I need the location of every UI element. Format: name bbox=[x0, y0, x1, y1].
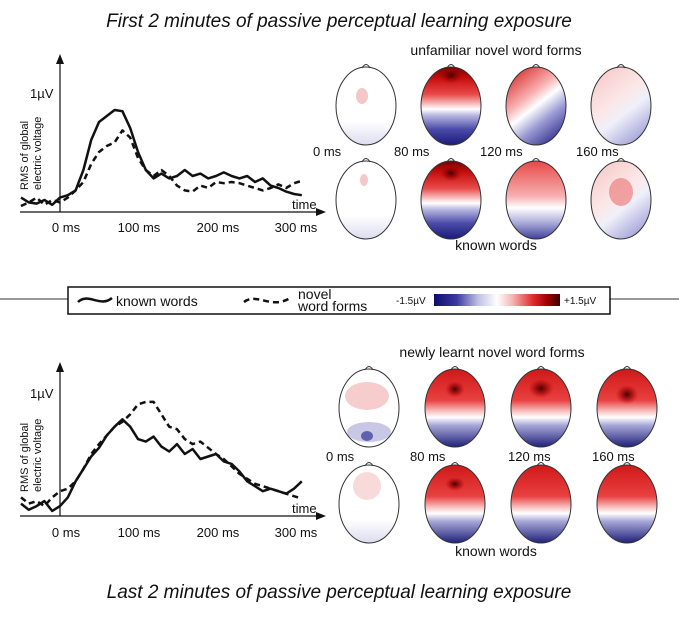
topomap-top-row2-160ms bbox=[590, 158, 652, 240]
x-tick-200: 200 ms bbox=[197, 220, 240, 235]
bottom-time-80: 80 ms bbox=[410, 449, 446, 464]
legend-novel-label-1: novel bbox=[298, 286, 331, 302]
top-line-chart: 1µV RMS of global electric voltage time … bbox=[19, 54, 326, 235]
top-title: First 2 minutes of passive perceptual le… bbox=[106, 11, 572, 32]
bottom-title: Last 2 minutes of passive perceptual lea… bbox=[107, 582, 572, 603]
top-time-120: 120 ms bbox=[480, 144, 523, 159]
topomap-top-row1-120ms bbox=[505, 64, 567, 146]
topomap-bottom-row1-80ms bbox=[424, 366, 486, 448]
series-known-words bbox=[20, 418, 303, 513]
y-axis-label-2: electric voltage bbox=[32, 419, 44, 492]
bottom-row2-label: known words bbox=[455, 543, 537, 559]
bottom-time-120: 120 ms bbox=[508, 449, 551, 464]
x-axis-label: time bbox=[292, 501, 317, 516]
legend: known words novel word forms -1.5µV +1.5… bbox=[67, 286, 611, 315]
x-tick-100: 100 ms bbox=[118, 525, 161, 540]
bottom-time-160: 160 ms bbox=[592, 449, 635, 464]
legend-novel-label-2: word forms bbox=[297, 298, 367, 314]
legend-scale-min: -1.5µV bbox=[396, 296, 426, 307]
legend-scale-max: +1.5µV bbox=[564, 296, 597, 307]
top-time-160: 160 ms bbox=[576, 144, 619, 159]
topomap-top-row1-160ms bbox=[590, 64, 652, 146]
topomap-top-row1-80ms bbox=[420, 64, 482, 146]
bottom-topomaps: newly learnt novel word forms known word… bbox=[326, 344, 658, 559]
top-row1-label: unfamiliar novel word forms bbox=[410, 42, 581, 58]
topomap-bottom-row2-120ms bbox=[510, 462, 572, 544]
y-axis-arrow bbox=[56, 54, 64, 64]
y-tick-label: 1µV bbox=[30, 86, 54, 101]
x-axis-label: time bbox=[292, 197, 317, 212]
x-tick-0: 0 ms bbox=[52, 220, 81, 235]
series-novel-word-forms bbox=[20, 129, 303, 208]
y-axis-label-2: electric voltage bbox=[32, 117, 44, 190]
topomap-top-row1-0ms bbox=[335, 64, 397, 146]
bottom-line-chart: 1µV RMS of global electric voltage time … bbox=[19, 362, 326, 540]
bottom-time-0: 0 ms bbox=[326, 449, 355, 464]
series-novel-word-forms bbox=[20, 400, 303, 508]
legend-dashed-swatch bbox=[243, 296, 291, 304]
top-time-0: 0 ms bbox=[313, 144, 342, 159]
top-topomaps: unfamiliar novel word forms known words … bbox=[313, 42, 652, 253]
x-tick-200: 200 ms bbox=[197, 525, 240, 540]
x-tick-300: 300 ms bbox=[275, 220, 318, 235]
topomap-bottom-row1-160ms bbox=[596, 366, 658, 448]
topomap-bottom-row1-120ms bbox=[510, 366, 572, 448]
topomap-top-row2-120ms bbox=[505, 158, 567, 240]
x-axis-arrow bbox=[316, 208, 326, 216]
y-tick-label: 1µV bbox=[30, 386, 54, 401]
topomap-bottom-row2-80ms bbox=[424, 462, 486, 544]
top-row2-label: known words bbox=[455, 237, 537, 253]
topomap-bottom-row2-160ms bbox=[596, 462, 658, 544]
color-scale-bar bbox=[434, 294, 560, 306]
topomap-top-row2-80ms bbox=[420, 158, 482, 240]
top-time-80: 80 ms bbox=[394, 144, 430, 159]
y-axis-arrow bbox=[56, 362, 64, 372]
bottom-row1-label: newly learnt novel word forms bbox=[399, 344, 584, 360]
topomap-top-row2-0ms bbox=[335, 158, 397, 240]
x-tick-100: 100 ms bbox=[118, 220, 161, 235]
x-tick-300: 300 ms bbox=[275, 525, 318, 540]
legend-known-label: known words bbox=[116, 293, 198, 309]
x-tick-0: 0 ms bbox=[52, 525, 81, 540]
y-axis-label-1: RMS of global bbox=[19, 423, 31, 492]
series-known-words bbox=[20, 108, 302, 207]
legend-solid-swatch bbox=[77, 296, 113, 304]
y-axis-label-1: RMS of global bbox=[19, 121, 31, 190]
x-axis-arrow bbox=[316, 512, 326, 520]
topomap-bottom-row1-0ms bbox=[338, 366, 400, 448]
topomap-bottom-row2-0ms bbox=[338, 462, 400, 544]
